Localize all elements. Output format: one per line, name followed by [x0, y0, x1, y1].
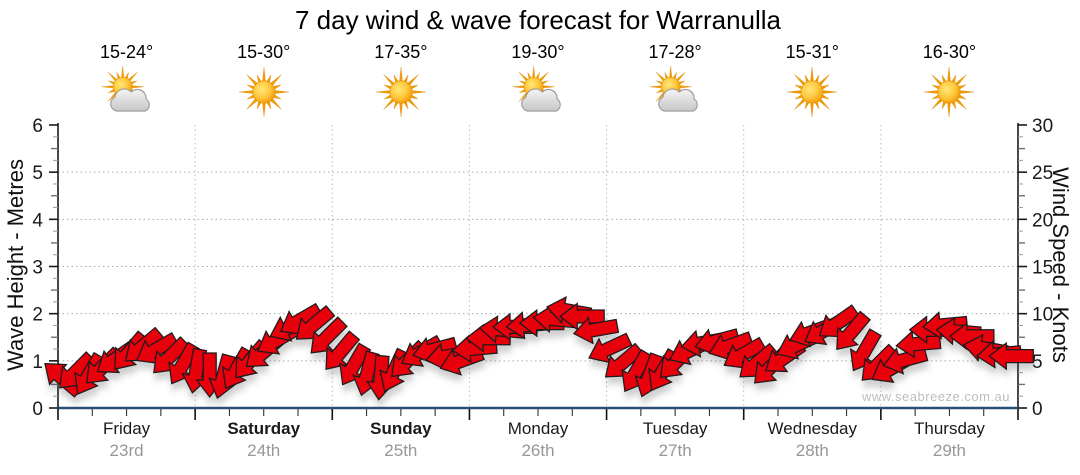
x-axis-day-name: Tuesday — [642, 419, 708, 438]
wind-arrow — [882, 347, 929, 375]
sun-cloud-icon — [512, 66, 561, 112]
sun-shape — [787, 67, 838, 117]
x-axis-date: 24th — [247, 441, 281, 460]
sun-shape — [376, 67, 426, 117]
cloud-shape — [521, 88, 561, 112]
wind-arrow — [836, 310, 872, 351]
x-axis-date: 29th — [932, 441, 966, 460]
sun-icon — [787, 67, 838, 117]
wind-arrow — [325, 330, 361, 370]
x-axis-date: 26th — [521, 441, 555, 460]
chart-title: 7 day wind & wave forecast for Warranull… — [294, 5, 782, 35]
sun-rays — [376, 67, 426, 117]
cloud-body — [109, 88, 150, 112]
right-axis-tick-label: 5 — [1032, 352, 1043, 373]
left-axis-tick-label: 5 — [32, 163, 43, 184]
sun-rays — [238, 67, 289, 117]
day-forecast-thursday: 16-30° — [879, 42, 1019, 123]
x-axis-date: 25th — [384, 441, 418, 460]
sun-cloud-icon — [101, 66, 150, 112]
sun-icon — [376, 67, 426, 117]
sun-rays — [924, 67, 975, 117]
wind-arrow — [310, 316, 348, 354]
sun-core — [389, 80, 413, 104]
sun-shape — [238, 67, 289, 117]
x-axis-day-name: Friday — [102, 419, 151, 438]
cloud-shape — [109, 88, 150, 112]
x-axis-date: 23rd — [109, 441, 144, 460]
sun-icon — [924, 67, 975, 117]
temperature-range: 15-30° — [237, 42, 291, 62]
x-axis-day-name: Sunday — [370, 419, 432, 438]
left-axis-tick-label: 0 — [32, 399, 43, 420]
sun-icon — [238, 67, 289, 117]
day-forecast-wednesday: 15-31° — [742, 42, 882, 123]
day-forecast-sunday: 17-35° — [331, 42, 471, 123]
sun-core — [800, 80, 824, 104]
temperature-range: 15-24° — [99, 42, 154, 62]
x-axis-date: 28th — [795, 441, 829, 460]
cloud-shape — [658, 88, 698, 112]
x-axis-day-name: Monday — [507, 419, 569, 438]
right-axis-tick-label: 20 — [1032, 210, 1053, 231]
temperature-range: 17-35° — [374, 42, 428, 62]
left-axis-tick-label: 3 — [32, 258, 43, 279]
cloud-body — [658, 88, 698, 112]
temperature-range: 19-30° — [511, 42, 565, 62]
wind-arrow-series — [44, 295, 1034, 401]
temperature-range: 15-31° — [785, 42, 839, 62]
wind-arrow — [895, 330, 942, 359]
temperature-range: 17-28° — [648, 42, 702, 62]
day-forecast-friday: 15-24° — [57, 42, 197, 123]
sun-core — [937, 80, 961, 104]
day-forecast-tuesday: 17-28° — [605, 42, 745, 123]
right-axis-tick-label: 25 — [1032, 163, 1053, 184]
cloud-body — [521, 88, 561, 112]
temperature-range: 16-30° — [922, 42, 977, 62]
right-axis-tick-label: 0 — [1032, 399, 1043, 420]
x-axis-day-name: Saturday — [227, 419, 301, 438]
sun-rays — [787, 67, 838, 117]
x-axis-day-name: Wednesday — [767, 419, 858, 438]
wind-arrow — [988, 341, 1034, 371]
left-axis-tick-label: 2 — [32, 305, 43, 326]
watermark: www.seabreeze.com.au — [861, 389, 1010, 404]
x-axis-date: 27th — [658, 441, 692, 460]
left-axis-tick-label: 1 — [32, 352, 43, 373]
right-axis-tick-label: 10 — [1032, 305, 1053, 326]
sun-shape — [924, 67, 975, 117]
day-forecast-monday: 19-30° — [468, 42, 608, 123]
right-axis-tick-label: 15 — [1032, 258, 1053, 279]
wind-arrow — [572, 316, 620, 345]
sun-cloud-icon — [649, 66, 698, 112]
right-axis-tick-label: 30 — [1032, 116, 1053, 137]
x-axis-day-name: Thursday — [913, 419, 985, 438]
day-forecast-saturday: 15-30° — [194, 42, 334, 123]
left-axis-tick-label: 4 — [32, 210, 43, 231]
sun-core — [252, 80, 276, 104]
left-axis-tick-label: 6 — [32, 116, 43, 137]
